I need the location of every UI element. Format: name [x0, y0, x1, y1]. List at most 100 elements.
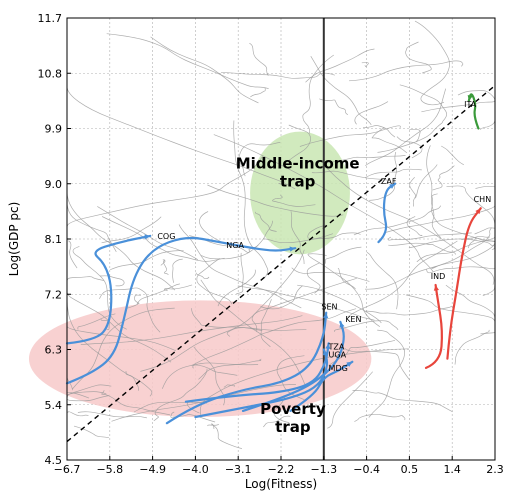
background-trajectory — [365, 305, 453, 316]
background-trajectory — [272, 194, 316, 207]
background-trajectory — [77, 313, 116, 330]
y-axis-ticks: 4.5 5.4 6.3 7.2 8.1 9.0 9.9 10.8 11.7 — [38, 12, 71, 467]
x-tick-label: 2.3 — [486, 463, 504, 476]
background-trajectory — [263, 415, 291, 428]
country-label-chn: CHN — [474, 195, 492, 204]
x-tick-label: −2.2 — [268, 463, 295, 476]
background-trajectory — [220, 71, 335, 79]
trajectory-arrowhead — [389, 183, 396, 189]
background-trajectory — [97, 206, 199, 261]
background-trajectory — [111, 384, 296, 422]
y-tick-label: 9.9 — [45, 123, 63, 136]
background-trajectory — [200, 279, 306, 385]
background-trajectory — [99, 275, 125, 287]
trajectory-arrowhead — [323, 312, 329, 319]
trajectory-uga — [194, 348, 329, 419]
background-trajectory — [482, 269, 496, 297]
background-trajectory — [196, 258, 233, 305]
x-tick-label: −0.4 — [353, 463, 380, 476]
background-trajectory — [101, 216, 162, 244]
background-trajectory — [213, 134, 434, 272]
background-trajectory — [431, 193, 496, 242]
country-label-nga: NGA — [226, 241, 244, 250]
background-trajectory — [160, 259, 169, 275]
background-trajectory — [133, 401, 207, 413]
background-trajectory — [67, 411, 89, 417]
background-trajectory — [310, 56, 372, 126]
region-ellipse — [28, 300, 372, 418]
background-trajectory — [461, 235, 490, 240]
background-trajectory — [251, 277, 357, 332]
background-trajectory — [354, 413, 406, 422]
background-trajectory — [479, 113, 496, 130]
background-trajectory — [263, 233, 334, 244]
background-trajectory — [302, 54, 334, 134]
diagonal-reference-line — [66, 84, 496, 443]
country-label-ita: ITA — [464, 100, 477, 109]
background-trajectory — [353, 205, 442, 236]
background-trajectory — [72, 307, 175, 390]
background-trajectory — [334, 320, 399, 333]
background-trajectory — [319, 98, 349, 116]
background-trajectory — [454, 329, 490, 365]
background-trajectory — [388, 242, 456, 255]
background-trajectory — [198, 358, 262, 380]
y-tick-label: 8.1 — [45, 233, 63, 246]
region-label: Poverty — [260, 400, 326, 418]
background-trajectory — [369, 151, 398, 201]
background-trajectory — [337, 267, 356, 290]
background-trajectory — [371, 127, 408, 154]
x-tick-label: 0.5 — [401, 463, 419, 476]
country-label-mdg: MDG — [329, 364, 348, 373]
country-label-zaf: ZAF — [381, 177, 397, 186]
background-trajectory — [426, 145, 442, 239]
y-tick-label: 6.3 — [45, 344, 63, 357]
y-tick-label: 5.4 — [45, 399, 63, 412]
country-label-sen: SEN — [321, 303, 337, 312]
background-trajectory — [101, 390, 171, 416]
background-trajectory — [201, 220, 273, 260]
x-tick-label: −1.3 — [310, 463, 337, 476]
background-trajectory — [207, 424, 220, 427]
background-trajectory — [140, 249, 305, 372]
trajectory-arrowhead — [346, 361, 353, 367]
background-trajectory — [361, 62, 369, 67]
background-trajectory — [249, 42, 269, 76]
trajectory-arrowhead — [322, 349, 328, 356]
background-trajectory — [66, 173, 176, 291]
background-trajectory — [307, 253, 381, 327]
country-label-tza: TZA — [328, 343, 345, 352]
background-trajectory — [327, 371, 373, 429]
country-label-uga: UGA — [329, 350, 347, 359]
background-trajectory — [307, 224, 361, 240]
trajectory-arrowhead — [144, 234, 151, 240]
background-trajectory — [432, 165, 455, 191]
background-trajectory — [311, 170, 390, 181]
y-tick-label: 4.5 — [45, 454, 63, 467]
background-trajectory — [199, 211, 259, 253]
background-trajectory — [195, 272, 210, 280]
country-label-ken: KEN — [345, 315, 361, 324]
x-tick-label: −4.9 — [139, 463, 166, 476]
background-trajectory — [211, 423, 242, 449]
x-axis-ticks: −6.7 −5.8 −4.9 −4.0 −3.1 −2.2 −1.3 −0.4 0.5 1.4 2.… — [54, 456, 504, 476]
trap-regions — [28, 131, 372, 418]
background-trajectory — [325, 166, 495, 285]
background-trajectory — [377, 122, 444, 153]
trajectory-arrowhead — [475, 208, 481, 215]
background-trajectory — [106, 33, 269, 89]
background-trajectory — [385, 183, 496, 233]
background-trajectory — [409, 177, 416, 207]
background-trajectory — [250, 87, 266, 98]
background-trajectory — [414, 20, 450, 106]
trajectory-nga — [65, 236, 297, 385]
background-trajectory — [136, 283, 180, 305]
background-trajectory — [352, 389, 453, 413]
background-trajectory — [255, 211, 277, 232]
background-trajectory — [191, 308, 263, 331]
background-trajectory — [431, 227, 492, 269]
background-trajectory — [233, 120, 269, 278]
background-trajectory — [328, 339, 396, 366]
background-trajectory — [163, 284, 193, 292]
